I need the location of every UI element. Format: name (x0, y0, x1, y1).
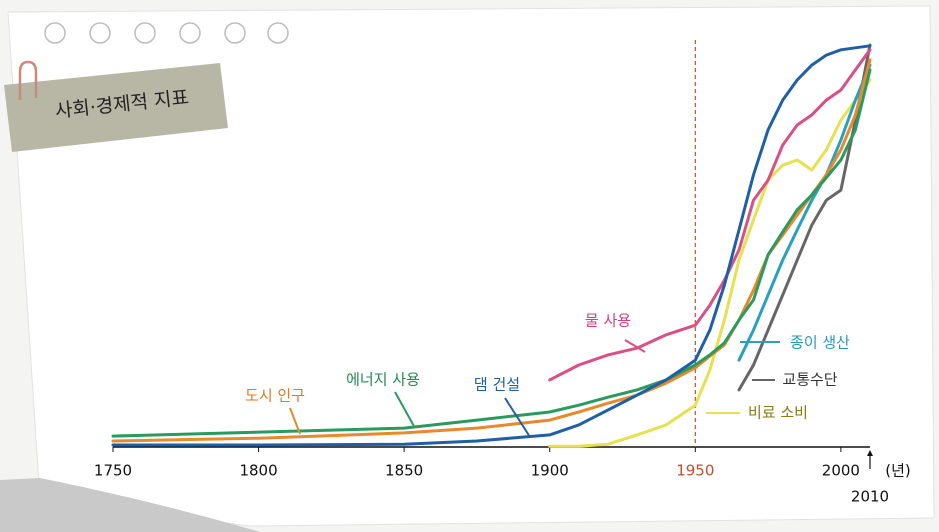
x-unit: (년) (885, 462, 911, 480)
x-tick-label: 1800 (239, 462, 277, 480)
x-tick-label: 1900 (531, 462, 569, 480)
arrow-head (867, 450, 873, 456)
x-tick-label: 1950 (676, 462, 714, 480)
series-line (111, 68, 872, 438)
title-tab (4, 63, 228, 152)
series-line (737, 43, 872, 392)
x-tick-label: 1750 (94, 462, 132, 480)
series-line (111, 44, 872, 447)
series-label: 댐 건설 (474, 376, 520, 394)
leader-line (394, 391, 416, 429)
paper (7, 5, 935, 527)
series-label: 도시 인구 (245, 387, 305, 405)
x-tick-label: 2000 (822, 462, 860, 480)
series-line (548, 48, 872, 382)
series-line (737, 63, 872, 362)
leader-line (624, 339, 646, 353)
leader-line (289, 407, 301, 435)
series-label: 비료 소비 (748, 404, 808, 422)
paper-curl (0, 478, 260, 532)
leader-line (504, 397, 531, 438)
holes (44, 22, 289, 44)
series-label: 종이 생산 (790, 334, 850, 352)
series-label: 물 사용 (585, 312, 631, 330)
series-label: 교통수단 (782, 371, 837, 389)
x-tick-label: 2010 (851, 488, 889, 506)
paperclip (18, 60, 38, 100)
series-line (548, 78, 872, 448)
x-tick-label: 1850 (385, 462, 423, 480)
series-label: 에너지 사용 (346, 371, 420, 389)
